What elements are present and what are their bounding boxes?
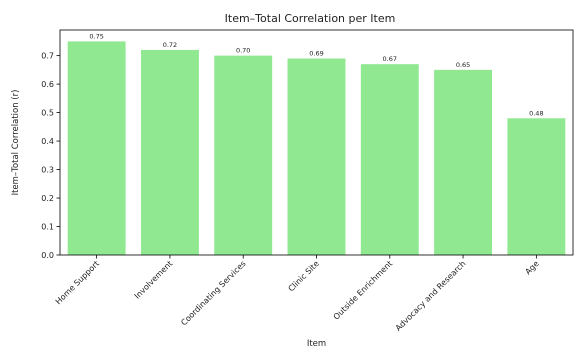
x-tick-label: Clinic Site [287, 259, 321, 293]
data-label: 0.65 [456, 61, 470, 69]
data-label: 0.75 [89, 32, 103, 40]
bar [67, 41, 126, 255]
value-labels-group: 0.75 0.72 0.70 0.69 0.67 0.65 0.48 [89, 32, 543, 117]
y-axis: 0.0 0.1 0.2 0.3 0.4 0.5 0.6 0.7 [41, 52, 60, 260]
x-tick-label: Outside Enrichment [332, 259, 395, 322]
bars-group [67, 41, 566, 256]
y-tick-label: 0.1 [41, 223, 54, 232]
y-tick-label: 0.5 [41, 109, 54, 118]
y-tick-label: 0.0 [41, 251, 54, 260]
x-tick-label: Coordinating Services [179, 259, 247, 327]
bar [214, 55, 273, 255]
y-tick-label: 0.4 [41, 137, 54, 146]
y-tick-label: 0.6 [41, 80, 54, 89]
plot-frame [59, 29, 574, 256]
y-tick-label: 0.7 [41, 52, 54, 61]
bar [507, 118, 566, 255]
y-axis-label: Item–Total Correlation (r) [11, 90, 21, 196]
data-label: 0.72 [163, 41, 177, 49]
x-tick-label: Involvement [133, 259, 175, 301]
x-tick-label: Home Support [54, 259, 101, 306]
x-axis-label: Item [307, 339, 326, 349]
bar [287, 58, 346, 256]
data-label: 0.69 [309, 49, 323, 57]
y-tick-label: 0.2 [41, 194, 54, 203]
bar [434, 69, 493, 256]
data-label: 0.48 [529, 109, 543, 117]
data-label: 0.70 [236, 47, 250, 55]
x-tick-label: Age [523, 259, 540, 276]
bar [360, 64, 419, 256]
x-tick-label: Advocacy and Research [394, 259, 468, 333]
bar [140, 49, 199, 255]
chart-title: Item–Total Correlation per Item [225, 12, 396, 25]
y-tick-label: 0.3 [41, 166, 54, 175]
x-axis: Home Support Involvement Coordinating Serv… [54, 255, 541, 333]
data-label: 0.67 [383, 55, 397, 63]
